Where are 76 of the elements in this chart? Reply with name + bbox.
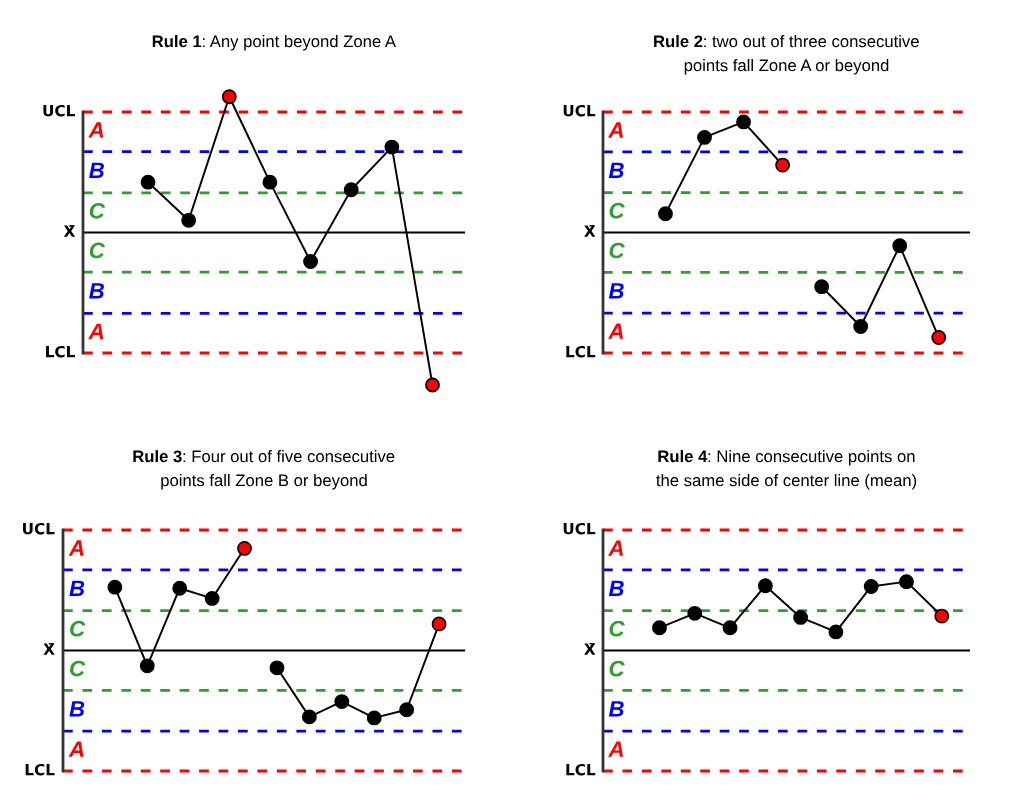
point (863, 579, 879, 594)
text: C (609, 242, 625, 259)
ref-line-label: UCL (23, 522, 55, 535)
point (853, 319, 869, 334)
ref-line-label: UCL (563, 104, 596, 117)
text: B (89, 162, 104, 178)
point (697, 130, 712, 145)
text: A (88, 323, 104, 339)
text: C (89, 202, 106, 219)
chart-title: Rule 4: Nine consecutive points on the same side of center line (mean) (656, 450, 917, 490)
point (269, 660, 285, 676)
ref-line-label: LCL (566, 345, 596, 358)
point (140, 174, 156, 190)
point (757, 578, 773, 594)
text: B (608, 701, 624, 717)
point (366, 710, 382, 726)
text: B (69, 701, 85, 717)
point (172, 580, 188, 596)
point (687, 605, 703, 621)
text: B (608, 283, 624, 299)
text: A (608, 741, 623, 757)
text: C (609, 660, 625, 677)
text: B (608, 580, 624, 596)
point (892, 238, 908, 254)
ref-line-label: LCL (566, 763, 596, 776)
text: B (608, 162, 624, 178)
point (399, 702, 415, 718)
text: A (608, 122, 623, 138)
point (237, 540, 252, 556)
point (107, 579, 123, 595)
ref-line-label: LCL (25, 763, 55, 776)
ref-line-label: X̄ (584, 225, 596, 237)
text: B (89, 283, 104, 299)
text: C (89, 242, 106, 259)
text: A (608, 540, 623, 556)
point (736, 114, 751, 130)
chart-title: Rule 3: Four out of five consecutive points fall Zone B or beyond (133, 450, 395, 490)
text: A (68, 540, 84, 556)
point (431, 616, 447, 632)
point (934, 608, 950, 624)
text: A (608, 323, 623, 339)
text: C (70, 620, 86, 637)
point (814, 279, 830, 295)
chart-title: Rule 1: Any point beyond Zone A (152, 35, 396, 51)
point (303, 254, 318, 269)
ref-line-label: X̄ (63, 225, 76, 237)
text: C (609, 620, 625, 637)
point (828, 624, 844, 640)
point (343, 182, 359, 198)
ref-line-label: X̄ (43, 643, 55, 655)
point (425, 377, 440, 393)
chart-title: Rule 2: two out of three consecutive points fall Zone A or beyond (654, 35, 919, 75)
point (775, 157, 791, 173)
ref-line-label: UCL (563, 522, 596, 535)
point (722, 620, 738, 636)
ref-line-label: X̄ (584, 643, 596, 655)
point (334, 694, 350, 709)
text: B (69, 580, 85, 596)
ref-line-label: UCL (43, 104, 75, 117)
point (221, 89, 237, 105)
text: A (68, 741, 84, 757)
text: A (88, 122, 104, 138)
point (652, 620, 667, 636)
point (181, 212, 197, 228)
point (139, 658, 155, 674)
point (931, 330, 947, 345)
point (899, 574, 914, 590)
text: C (70, 660, 86, 677)
point (793, 610, 809, 625)
point (204, 590, 220, 606)
point (384, 139, 400, 155)
text: C (609, 202, 625, 219)
point (262, 174, 278, 190)
ref-line-label: LCL (46, 345, 75, 358)
point (301, 709, 317, 725)
point (658, 206, 673, 222)
